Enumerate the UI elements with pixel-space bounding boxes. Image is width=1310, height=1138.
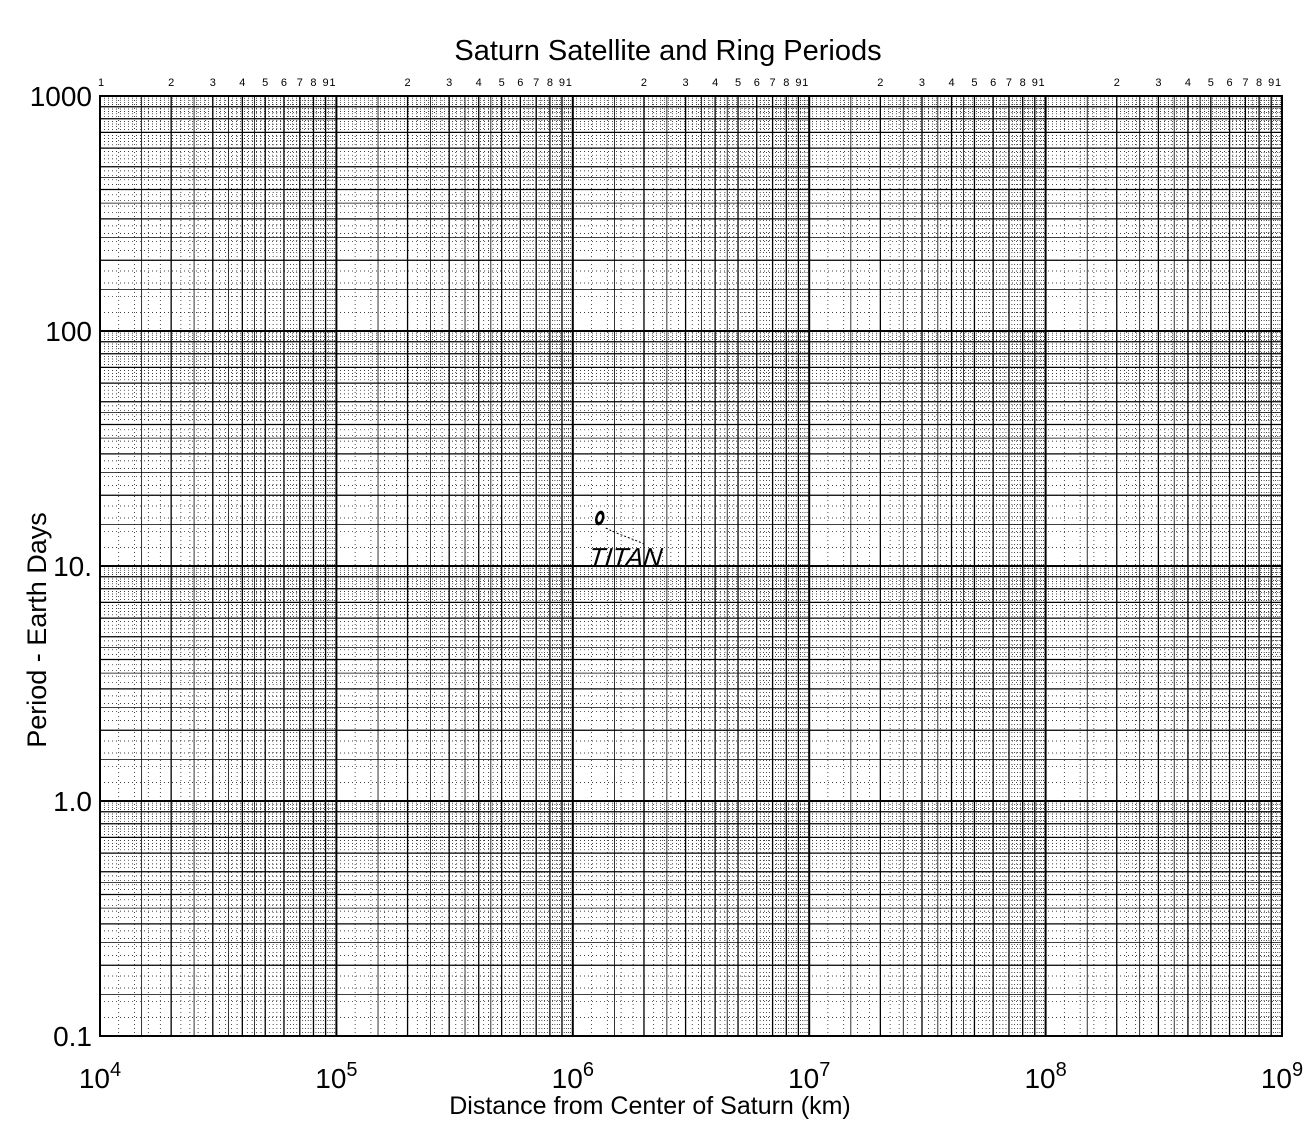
- cycle-digit-label: 9: [559, 77, 565, 89]
- x-tick-label: 109: [1261, 1059, 1303, 1094]
- cycle-digit-label: 3: [919, 77, 925, 89]
- cycle-digit-label: 7: [1242, 77, 1248, 89]
- cycle-digit-label: 1: [1275, 77, 1281, 89]
- cycle-digit-label: 1: [329, 77, 335, 89]
- y-tick-label: 100: [45, 316, 92, 347]
- cycle-digit-label: 6: [754, 77, 760, 89]
- data-point-marker-highlight: [597, 514, 602, 522]
- cycle-digit-label: 7: [1006, 77, 1012, 89]
- cycle-digit-label: 5: [735, 77, 741, 89]
- cycle-digit-label: 4: [476, 77, 482, 89]
- cycle-digit-label: 6: [281, 77, 287, 89]
- y-tick-labels: 1000 100 10. 1.0 0.1: [30, 81, 92, 1052]
- cycle-digit-label: 3: [210, 77, 216, 89]
- cycle-digit-label: 3: [446, 77, 452, 89]
- cycle-digit-label: 2: [1114, 77, 1120, 89]
- cycle-digit-label: 7: [533, 77, 539, 89]
- x-tick-label: 107: [788, 1059, 830, 1094]
- cycle-digit-label: 2: [877, 77, 883, 89]
- x-tick-label: 108: [1024, 1059, 1066, 1094]
- cycle-digit-label: 4: [239, 77, 245, 89]
- cycle-digit-label: 5: [1208, 77, 1214, 89]
- cycle-digit-label: 4: [1185, 77, 1191, 89]
- cycle-digit-label: 1: [98, 77, 104, 89]
- cycle-digit-label: 8: [547, 77, 553, 89]
- x-tick-labels: 104 105 106 107 108 109: [79, 1059, 1303, 1094]
- cycle-digit-label: 1: [802, 77, 808, 89]
- cycle-digit-label: 2: [641, 77, 647, 89]
- y-tick-label: 10.: [53, 551, 92, 582]
- y-axis-label: Period - Earth Days: [22, 512, 52, 748]
- x-tick-label: 105: [315, 1059, 357, 1094]
- cycle-digit-label: 8: [783, 77, 789, 89]
- cycle-digit-label: 3: [1155, 77, 1161, 89]
- x-tick-label: 104: [79, 1059, 121, 1094]
- y-tick-label: 1.0: [53, 786, 92, 817]
- cycle-digit-label: 2: [405, 77, 411, 89]
- cycle-digit-label: 8: [1020, 77, 1026, 89]
- cycle-digit-label: 6: [1226, 77, 1232, 89]
- cycle-digit-label: 8: [310, 77, 316, 89]
- cycle-digit-label: 6: [990, 77, 996, 89]
- cycle-digit-label: 9: [1268, 77, 1274, 89]
- cycle-digit-label: 5: [971, 77, 977, 89]
- x-axis-label: Distance from Center of Saturn (km): [449, 1092, 851, 1120]
- cycle-digit-label: 9: [323, 77, 329, 89]
- chart-title: Saturn Satellite and Ring Periods: [454, 35, 881, 67]
- cycle-digit-label: 2: [168, 77, 174, 89]
- cycle-digit-label: 1: [1039, 77, 1045, 89]
- cycle-digit-label: 8: [1256, 77, 1262, 89]
- x-tick-label: 106: [552, 1059, 594, 1094]
- cycle-digit-label: 5: [262, 77, 268, 89]
- cycle-digit-label: 3: [683, 77, 689, 89]
- cycle-digit-label: 9: [1032, 77, 1038, 89]
- data-points: TITAN: [588, 510, 664, 572]
- plot-frame: [99, 95, 1283, 1037]
- cycle-digit-label: 7: [297, 77, 303, 89]
- y-tick-label: 0.1: [53, 1021, 92, 1052]
- cycle-digit-label: 6: [517, 77, 523, 89]
- cycle-digit-label: 5: [499, 77, 505, 89]
- cycle-digit-label: 7: [770, 77, 776, 89]
- cycle-digit-label: 4: [712, 77, 718, 89]
- y-tick-label: 1000: [30, 81, 92, 112]
- cycle-digit-label: 4: [948, 77, 954, 89]
- cycle-digit-label: 9: [795, 77, 801, 89]
- cycle-digit-label: 1: [566, 77, 572, 89]
- data-point-label: TITAN: [588, 542, 664, 572]
- grid-lines: [99, 96, 1282, 1037]
